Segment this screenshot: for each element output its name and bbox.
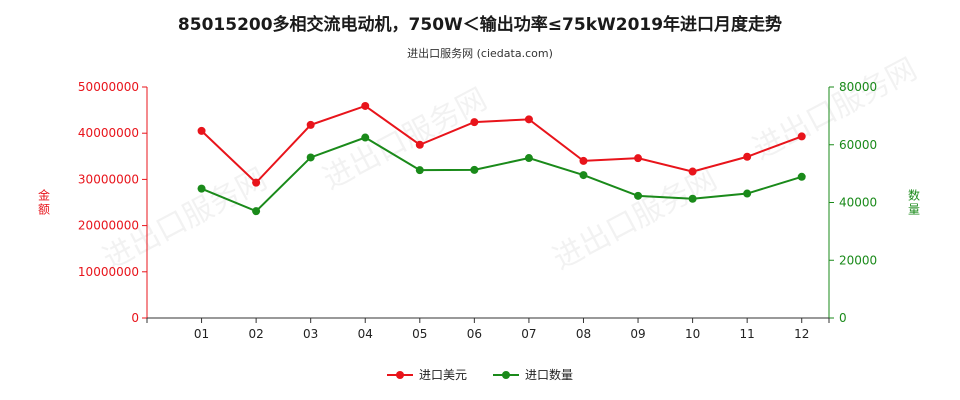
legend-swatch-usd	[386, 370, 413, 380]
series-quantity-point	[743, 189, 752, 198]
legend-label-quantity: 进口数量	[525, 368, 574, 382]
x-tick-label: 05	[412, 327, 427, 341]
x-tick-label: 07	[521, 327, 536, 341]
series-usd-point	[197, 126, 206, 135]
chart-subtitle: 进出口服务网 (ciedata.com)	[407, 47, 553, 60]
legend-label-usd: 进口美元	[418, 368, 467, 382]
series-quantity-point	[415, 166, 424, 175]
left-tick-label: 10000000	[78, 265, 139, 279]
series-quantity-point	[579, 171, 588, 180]
series-usd-point	[743, 152, 752, 161]
series-quantity-line	[201, 136, 803, 213]
left-tick-label: 30000000	[78, 172, 139, 186]
series-usd-point	[688, 167, 697, 176]
series-usd-point	[415, 140, 424, 149]
right-tick-label: 0	[839, 311, 847, 325]
legend-item-quantity[interactable]: 进口数量	[493, 366, 573, 383]
left-tick-label: 50000000	[78, 80, 139, 94]
x-tick-label: 03	[303, 327, 318, 341]
x-tick-label: 09	[630, 327, 645, 341]
series-quantity-point	[197, 184, 206, 193]
watermark-text: 进出口服务网	[317, 82, 492, 197]
series-usd-point	[361, 101, 370, 110]
watermark-text: 进出口服务网	[747, 52, 922, 167]
right-tick-label: 80000	[839, 80, 877, 94]
left-tick-label: 20000000	[78, 219, 139, 233]
series-usd-point	[470, 118, 479, 127]
series-usd-line	[200, 104, 803, 185]
legend-swatch-quantity	[493, 370, 519, 380]
series-usd-point	[252, 178, 261, 187]
left-tick-label: 40000000	[78, 126, 139, 140]
series-quantity-point	[688, 194, 697, 203]
x-tick-label: 10	[685, 327, 700, 341]
right-tick-label: 60000	[839, 138, 877, 152]
series-quantity-point	[306, 153, 315, 162]
legend: 进口美元 进口数量	[0, 366, 960, 383]
series-quantity-point	[634, 191, 643, 200]
series-usd-point	[634, 154, 643, 163]
left-axis-title: 金额	[38, 188, 50, 217]
x-tick-label: 04	[358, 327, 373, 341]
right-tick-label: 20000	[839, 253, 877, 267]
watermark-text: 进出口服务网	[547, 162, 722, 277]
x-tick-label: 02	[248, 327, 263, 341]
x-tick-label: 08	[576, 327, 591, 341]
right-axis-title: 数量	[908, 188, 920, 217]
legend-item-usd[interactable]: 进口美元	[386, 366, 467, 383]
x-tick-label: 11	[740, 327, 755, 341]
x-tick-label: 12	[794, 327, 809, 341]
series-quantity-point	[470, 165, 479, 174]
series-usd-point	[306, 120, 315, 129]
x-tick-label: 01	[194, 327, 209, 341]
x-tick-label: 06	[467, 327, 482, 341]
series-quantity-point	[797, 172, 806, 181]
series-quantity-point	[252, 207, 261, 216]
chart-title: 85015200多相交流电动机，750W＜输出功率≤75kW2019年进口月度走…	[177, 15, 783, 35]
series-usd-point	[524, 115, 533, 124]
series-usd-point	[579, 156, 588, 165]
right-tick-label: 40000	[839, 196, 877, 210]
series-quantity-point	[361, 133, 370, 142]
left-tick-label: 0	[131, 311, 139, 325]
series-quantity-point	[524, 154, 533, 163]
series-usd-point	[797, 132, 806, 141]
